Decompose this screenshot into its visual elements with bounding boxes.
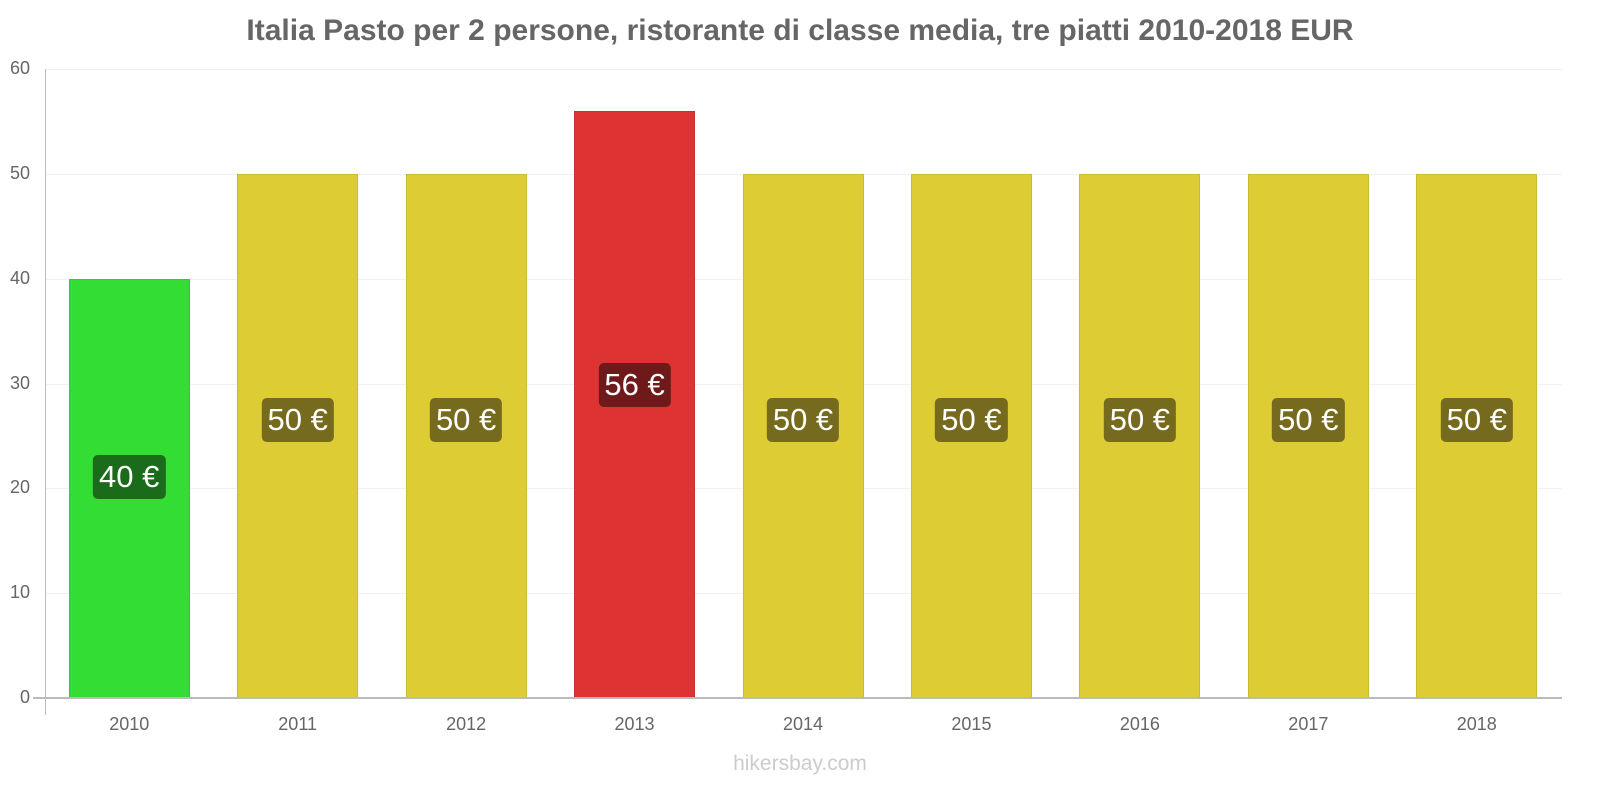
- source-watermark: hikersbay.com: [733, 752, 867, 775]
- x-tick-label: 2010: [109, 714, 150, 734]
- y-tick-label: 20: [9, 477, 30, 498]
- y-tick-label: 0: [19, 687, 30, 707]
- data-label: 50 €: [935, 397, 1008, 442]
- chart-title: Italia Pasto per 2 persone, ristorante d…: [246, 14, 1354, 47]
- x-axis-line: [33, 697, 1562, 699]
- x-tick-label: 2018: [1456, 714, 1497, 734]
- y-tick-label: 10: [9, 582, 30, 603]
- data-label: 40 €: [93, 455, 166, 500]
- data-label: 50 €: [429, 397, 503, 442]
- x-tick-label: 2013: [614, 714, 655, 734]
- data-label: 50 €: [1272, 397, 1345, 442]
- data-label: 50 €: [766, 397, 840, 442]
- x-tick-label: 2012: [446, 714, 487, 734]
- x-tick-label: 2017: [1288, 714, 1329, 734]
- data-label: 50 €: [1440, 397, 1513, 442]
- y-axis-line: [45, 69, 46, 715]
- x-tick-label: 2011: [278, 714, 318, 734]
- x-tick-label: 2016: [1119, 714, 1160, 734]
- x-tick-label: 2014: [782, 714, 824, 734]
- data-label: 50 €: [261, 397, 334, 442]
- data-label: 56 €: [598, 363, 671, 408]
- y-tick-label: 40: [9, 267, 30, 288]
- data-label: 50 €: [1103, 397, 1177, 442]
- x-tick-label: 2015: [951, 714, 992, 734]
- y-tick-label: 50: [9, 162, 30, 183]
- y-tick-label: 30: [9, 372, 30, 393]
- gridline: [46, 69, 1562, 70]
- y-tick-label: 60: [9, 58, 30, 78]
